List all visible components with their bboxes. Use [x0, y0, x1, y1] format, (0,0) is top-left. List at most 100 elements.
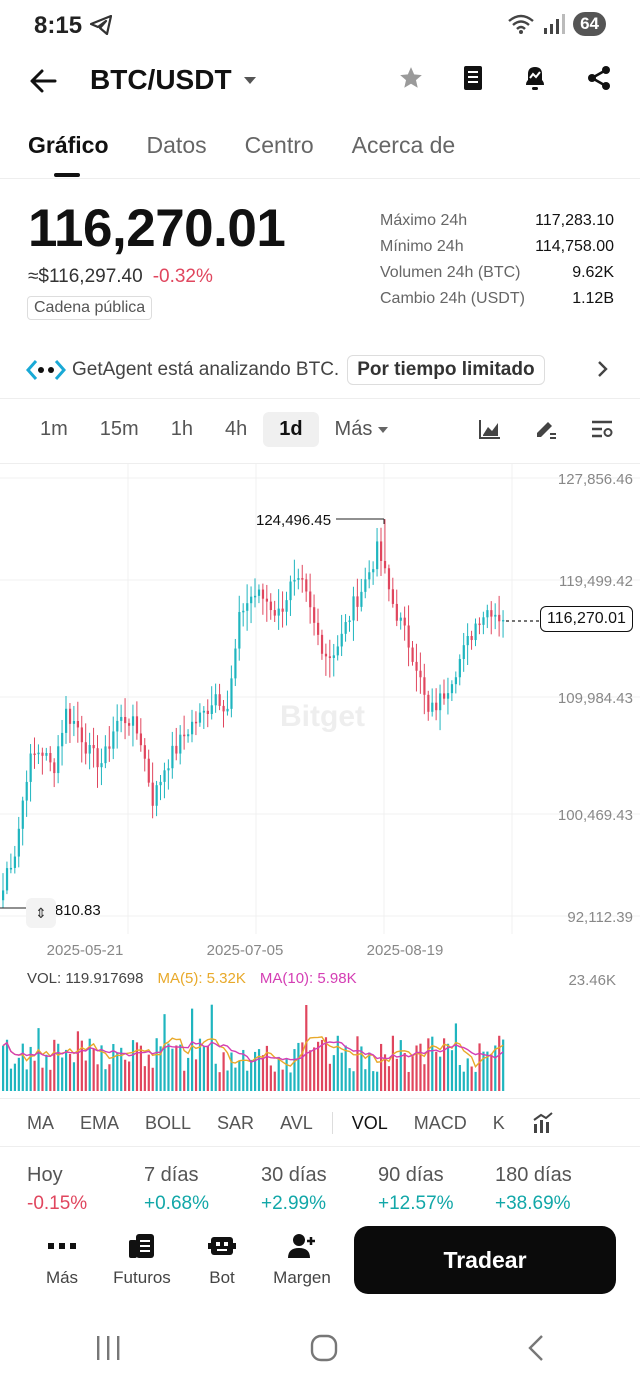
volume-bar	[439, 1056, 442, 1091]
futures-icon	[129, 1234, 154, 1258]
pair-selector[interactable]: BTC/USDT	[90, 64, 256, 96]
stat-change-usdt: Cambio 24h (USDT) 1.12B	[380, 290, 614, 307]
indicator-macd[interactable]: MACD	[413, 1112, 467, 1133]
tab-grafico[interactable]: Gráfico	[28, 132, 109, 158]
candle-body	[431, 702, 434, 712]
divider	[0, 398, 640, 399]
candle-body	[68, 708, 72, 724]
chart-type-icon[interactable]	[478, 418, 502, 440]
volume-bar	[317, 1041, 320, 1091]
candle-body	[257, 589, 261, 596]
volume-bar	[76, 1031, 80, 1091]
alert-bell-icon[interactable]	[522, 64, 548, 92]
notebook-icon[interactable]	[462, 65, 484, 91]
candle-body	[179, 734, 182, 754]
chain-badge[interactable]: Cadena pública	[27, 296, 153, 320]
volume-chart[interactable]	[0, 988, 640, 1094]
getagent-banner[interactable]: GetAgent está analizando BTC. Por tiempo…	[26, 352, 616, 388]
volume-bar	[486, 1051, 489, 1091]
candle-body	[210, 705, 213, 714]
candle-body	[301, 578, 304, 580]
candles	[2, 519, 505, 908]
volume-bar	[191, 1008, 194, 1091]
candle-body	[2, 890, 5, 901]
tab-underline	[54, 173, 80, 177]
action-futuros[interactable]: Futuros	[102, 1232, 182, 1288]
action-margen[interactable]: Margen	[262, 1232, 342, 1288]
volume-bar	[462, 1071, 465, 1091]
candle-body	[159, 781, 162, 786]
candlestick-chart[interactable]: Bitget 124,496.45 92,810.83 127,856.46 1…	[0, 464, 640, 969]
candle-body	[399, 617, 402, 621]
volume-bar	[108, 1064, 111, 1091]
wifi-icon	[508, 14, 534, 34]
ma5-line	[2, 1036, 504, 1068]
interval-more[interactable]: Más	[319, 412, 405, 447]
candle-body	[498, 614, 501, 622]
interval-1h[interactable]: 1h	[170, 418, 193, 440]
chart-settings-icon[interactable]	[590, 418, 614, 440]
high-price-label: 124,496.45	[256, 512, 331, 529]
chevron-right-icon[interactable]	[596, 358, 610, 380]
tab-acerca-de[interactable]: Acerca de	[351, 132, 456, 158]
nav-back-icon[interactable]	[526, 1334, 546, 1362]
y-tick: 92,112.39	[567, 909, 633, 926]
volume-bar	[254, 1051, 257, 1091]
volume-bar	[403, 1052, 406, 1091]
stat-high-24h: Máximo 24h 117,283.10	[380, 212, 614, 229]
volume-bar	[482, 1051, 485, 1091]
action-mas[interactable]: Más	[22, 1232, 102, 1288]
interval-1m[interactable]: 1m	[40, 418, 68, 440]
indicator-ema[interactable]: EMA	[80, 1112, 120, 1133]
candle-body	[360, 591, 363, 607]
interval-15m[interactable]: 15m	[99, 418, 139, 440]
trade-button[interactable]: Tradear	[354, 1226, 616, 1294]
indicator-avl[interactable]: AVL	[280, 1112, 313, 1133]
y-tick: 119,499.42	[559, 573, 633, 590]
candle-body	[443, 693, 446, 699]
recent-apps-icon[interactable]	[94, 1335, 122, 1361]
volume-bar	[57, 1043, 60, 1091]
interval-1d[interactable]: 1d	[263, 412, 319, 447]
indicator-sar[interactable]: SAR	[217, 1112, 255, 1133]
candle-body	[139, 733, 143, 746]
tab-centro[interactable]: Centro	[244, 132, 314, 158]
candle-body	[230, 678, 233, 709]
candle-body	[439, 693, 442, 711]
volume-bar	[88, 1038, 91, 1091]
perf-7d: 7 días +0.68%	[144, 1164, 209, 1214]
indicator-vol[interactable]: VOL	[351, 1112, 388, 1133]
action-bot[interactable]: Bot	[182, 1232, 262, 1288]
draw-tool-icon[interactable]	[534, 418, 558, 440]
volume-bar	[427, 1038, 430, 1091]
indicator-ma[interactable]: MA	[27, 1112, 54, 1133]
interval-4h[interactable]: 4h	[224, 418, 248, 440]
volume-bar	[340, 1052, 343, 1091]
volume-bar	[360, 1046, 363, 1091]
home-icon[interactable]	[310, 1334, 338, 1362]
volume-bar	[431, 1036, 434, 1091]
indicator-k[interactable]: K	[492, 1112, 505, 1133]
candle-body	[403, 617, 406, 626]
volume-bar	[116, 1052, 119, 1091]
volume-bar	[135, 1042, 139, 1091]
volume-bar	[151, 1067, 154, 1091]
tab-datos[interactable]: Datos	[146, 132, 207, 158]
swap-arrows-icon[interactable]: ⇕	[26, 898, 56, 928]
indicator-boll[interactable]: BOLL	[145, 1112, 192, 1133]
candle-body	[344, 622, 347, 634]
volume-bar	[155, 1038, 158, 1091]
volume-bar	[218, 1072, 221, 1091]
candle-body	[478, 623, 481, 626]
candle-body	[29, 753, 32, 782]
candle-body	[395, 603, 398, 621]
candle-body	[411, 647, 414, 662]
back-arrow-icon[interactable]	[28, 66, 58, 96]
volume-bar	[399, 1040, 402, 1091]
indicator-settings-icon[interactable]	[532, 1112, 554, 1134]
candle-body	[352, 596, 355, 621]
volume-bar	[198, 1038, 202, 1091]
share-icon[interactable]	[586, 65, 612, 91]
favorite-star-icon[interactable]	[398, 65, 424, 91]
candle-body	[222, 705, 225, 712]
